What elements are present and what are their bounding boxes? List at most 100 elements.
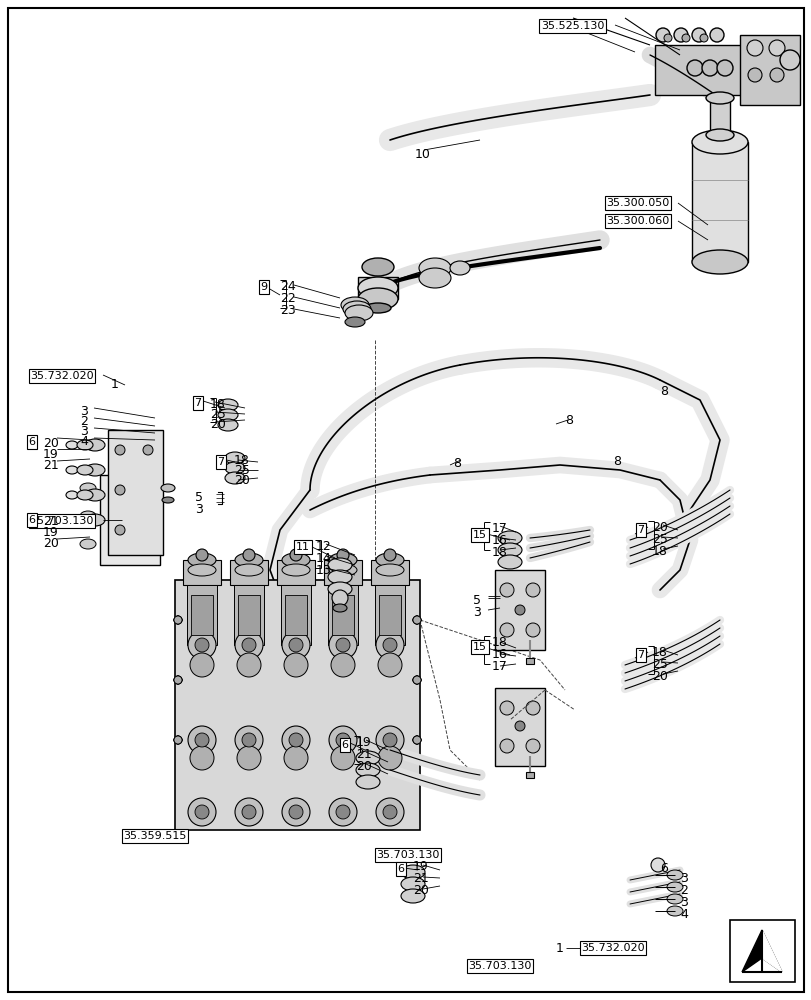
- Circle shape: [174, 736, 182, 744]
- Bar: [739, 35, 799, 105]
- Circle shape: [681, 34, 689, 42]
- Bar: [108, 430, 163, 555]
- Text: 35.525.130: 35.525.130: [540, 21, 603, 31]
- Bar: [328, 585, 358, 645]
- Ellipse shape: [328, 553, 357, 567]
- Circle shape: [195, 733, 208, 747]
- Circle shape: [336, 733, 350, 747]
- Text: 16: 16: [491, 648, 507, 661]
- Circle shape: [413, 736, 420, 744]
- Polygon shape: [761, 930, 781, 972]
- Circle shape: [115, 525, 125, 535]
- Circle shape: [514, 721, 525, 731]
- Circle shape: [174, 736, 182, 744]
- Circle shape: [195, 549, 208, 561]
- Circle shape: [143, 445, 152, 455]
- Circle shape: [699, 34, 707, 42]
- Text: 4: 4: [679, 908, 687, 921]
- Bar: [495, 570, 544, 650]
- Text: 18: 18: [491, 636, 507, 649]
- Circle shape: [115, 445, 125, 455]
- Circle shape: [242, 549, 255, 561]
- Circle shape: [174, 676, 182, 684]
- Circle shape: [413, 616, 420, 624]
- Ellipse shape: [77, 515, 93, 525]
- Ellipse shape: [217, 409, 238, 421]
- Ellipse shape: [497, 543, 521, 557]
- Circle shape: [174, 736, 182, 744]
- Bar: [100, 475, 160, 565]
- Circle shape: [413, 676, 420, 684]
- Text: 21: 21: [355, 748, 371, 761]
- Ellipse shape: [328, 582, 351, 596]
- Bar: [281, 585, 311, 645]
- Text: 3: 3: [679, 896, 687, 909]
- Circle shape: [115, 485, 125, 495]
- Bar: [709, 100, 729, 138]
- Circle shape: [383, 638, 397, 652]
- Ellipse shape: [655, 28, 669, 42]
- Circle shape: [188, 798, 216, 826]
- Text: 18: 18: [210, 398, 225, 411]
- Text: 18: 18: [234, 454, 250, 467]
- Circle shape: [174, 616, 182, 624]
- Ellipse shape: [355, 763, 380, 777]
- Ellipse shape: [686, 60, 702, 76]
- Text: 18: 18: [651, 545, 667, 558]
- Circle shape: [413, 676, 420, 684]
- Text: 8: 8: [564, 414, 573, 427]
- Ellipse shape: [691, 28, 705, 42]
- Ellipse shape: [328, 558, 351, 572]
- Text: 5: 5: [473, 594, 480, 607]
- Ellipse shape: [666, 906, 682, 916]
- Text: 8: 8: [453, 457, 461, 470]
- Text: 14: 14: [315, 552, 332, 565]
- Ellipse shape: [709, 28, 723, 42]
- Circle shape: [378, 653, 401, 677]
- Ellipse shape: [375, 553, 404, 567]
- Ellipse shape: [188, 553, 216, 567]
- Ellipse shape: [666, 894, 682, 904]
- Circle shape: [500, 583, 513, 597]
- Ellipse shape: [497, 555, 521, 569]
- Ellipse shape: [418, 258, 450, 278]
- Circle shape: [174, 676, 182, 684]
- Text: 22: 22: [280, 292, 295, 305]
- Bar: [375, 585, 405, 645]
- Bar: [654, 45, 744, 95]
- Text: 17: 17: [491, 660, 507, 673]
- Text: 3: 3: [195, 503, 203, 516]
- Ellipse shape: [80, 511, 96, 521]
- Text: 20: 20: [413, 884, 428, 897]
- Ellipse shape: [281, 553, 310, 567]
- Circle shape: [332, 590, 348, 606]
- Circle shape: [768, 40, 784, 56]
- Circle shape: [413, 736, 420, 744]
- Ellipse shape: [80, 483, 96, 493]
- Circle shape: [174, 736, 182, 744]
- Text: 2: 2: [679, 884, 687, 897]
- Text: 8: 8: [612, 455, 620, 468]
- Bar: [238, 595, 260, 635]
- Text: 20: 20: [234, 474, 250, 487]
- Circle shape: [174, 676, 182, 684]
- Circle shape: [195, 638, 208, 652]
- Text: 25: 25: [234, 464, 250, 477]
- Text: 15: 15: [473, 530, 487, 540]
- Circle shape: [195, 805, 208, 819]
- Text: 35.703.130: 35.703.130: [30, 516, 93, 526]
- Ellipse shape: [66, 491, 78, 499]
- Circle shape: [747, 68, 761, 82]
- Circle shape: [284, 653, 307, 677]
- Circle shape: [375, 798, 404, 826]
- Bar: [175, 580, 419, 830]
- Circle shape: [289, 638, 303, 652]
- Ellipse shape: [345, 305, 372, 321]
- Text: 11: 11: [296, 542, 310, 552]
- Text: 35.703.130: 35.703.130: [468, 961, 531, 971]
- Bar: [182, 560, 221, 585]
- Circle shape: [526, 701, 539, 715]
- Text: 4: 4: [80, 435, 88, 448]
- Text: 19: 19: [413, 860, 428, 873]
- Bar: [230, 560, 268, 585]
